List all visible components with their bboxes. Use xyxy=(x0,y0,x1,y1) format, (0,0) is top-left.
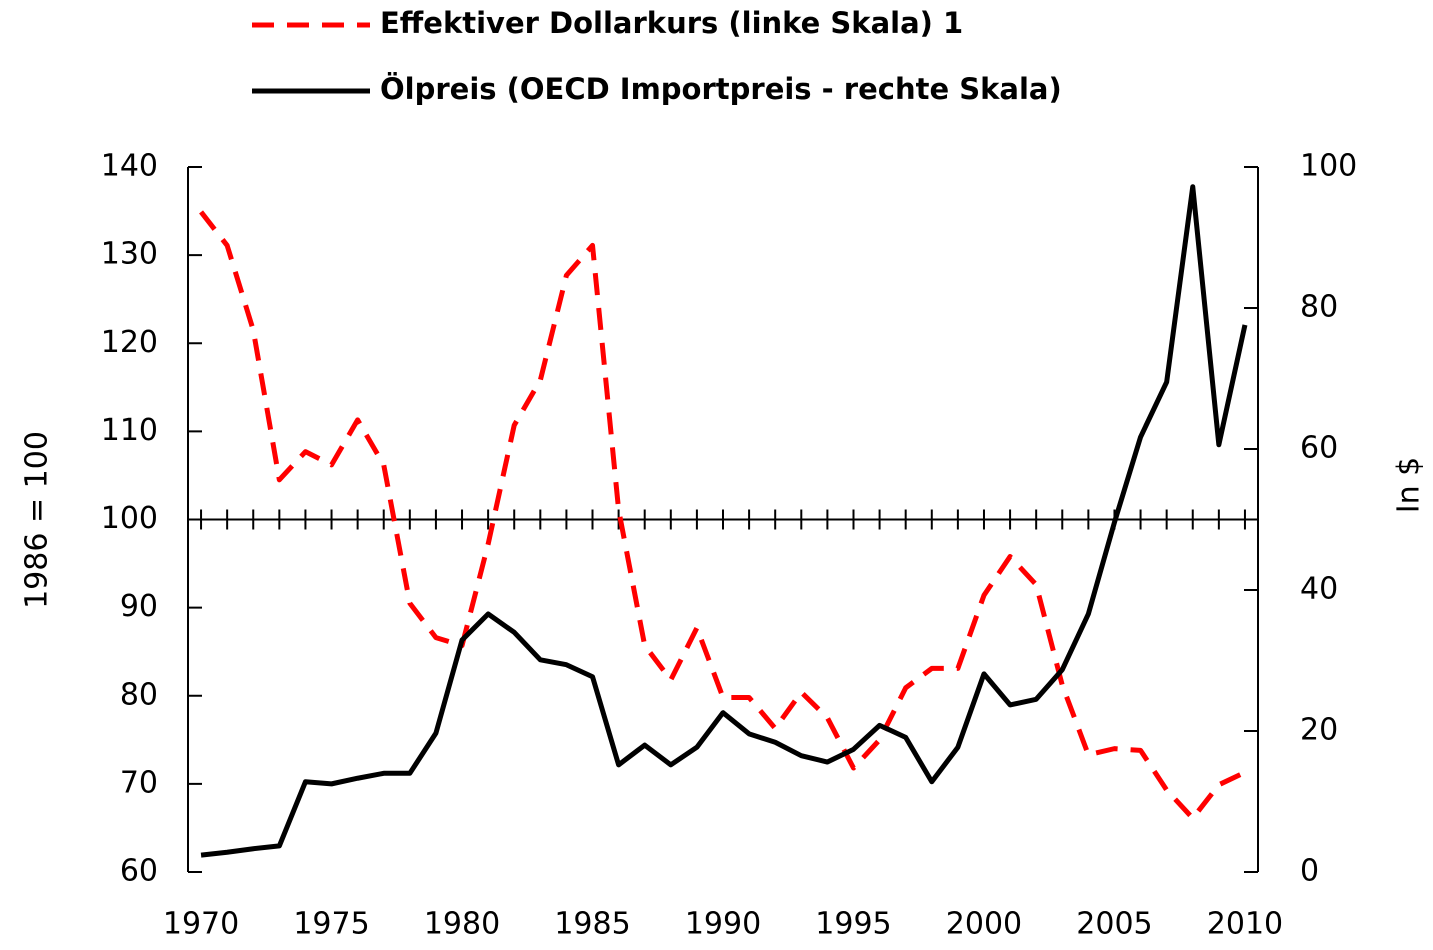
y-tick-label: 80 xyxy=(120,677,158,712)
y-tick-label: 120 xyxy=(101,325,158,360)
y2-tick-label: 60 xyxy=(1300,431,1338,466)
y-tick-label: 140 xyxy=(101,149,158,184)
x-tick-label: 2005 xyxy=(1076,907,1152,942)
legend-label: Effektiver Dollarkurs (linke Skala) 1 xyxy=(380,6,963,40)
x-tick-label: 1970 xyxy=(163,907,239,942)
x-tick-label: 1980 xyxy=(424,907,500,942)
y2-tick-label: 80 xyxy=(1300,290,1338,325)
series-line xyxy=(199,210,1247,821)
x-tick-label: 1990 xyxy=(685,907,761,942)
legend-label: Ölpreis (OECD Importpreis - rechte Skala… xyxy=(380,72,1062,106)
x-tick-label: 2000 xyxy=(946,907,1022,942)
y-tick-label: 70 xyxy=(120,765,158,800)
y2-axis-label: In $ xyxy=(1392,457,1427,513)
y2-tick-label: 0 xyxy=(1300,854,1319,889)
y-tick-label: 130 xyxy=(101,237,158,272)
y-tick-label: 110 xyxy=(101,413,158,448)
y2-tick-label: 100 xyxy=(1300,149,1357,184)
x-tick-label: 1995 xyxy=(815,907,891,942)
y2-tick-label: 20 xyxy=(1300,713,1338,748)
y-tick-label: 100 xyxy=(101,501,158,536)
y-tick-label: 90 xyxy=(120,589,158,624)
y-tick-label: 60 xyxy=(120,854,158,889)
y-axis-label: 1986 = 100 xyxy=(20,431,55,609)
x-tick-label: 1975 xyxy=(293,907,369,942)
series-line xyxy=(200,184,1248,858)
y2-tick-label: 40 xyxy=(1300,572,1338,607)
x-tick-label: 2010 xyxy=(1207,907,1283,942)
x-tick-label: 1985 xyxy=(554,907,630,942)
